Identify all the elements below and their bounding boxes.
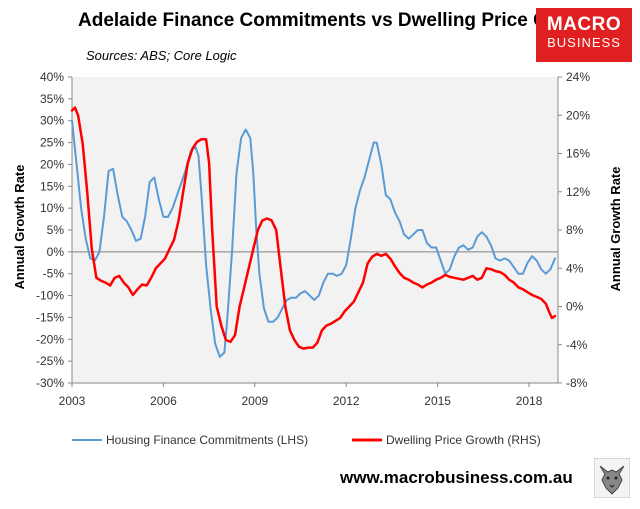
y-right-tick-label: 0% (566, 300, 584, 314)
wolf-icon (594, 458, 630, 498)
y-left-tick-label: -10% (36, 289, 64, 303)
y-left-tick-label: 15% (40, 179, 64, 193)
y-left-tick-label: 25% (40, 136, 64, 150)
x-tick-label: 2012 (333, 394, 360, 408)
website-url: www.macrobusiness.com.au (340, 468, 573, 487)
y-right-tick-label: 4% (566, 261, 584, 275)
x-tick-label: 2015 (424, 394, 451, 408)
legend-label-price: Dwelling Price Growth (RHS) (386, 433, 541, 447)
y-left-tick-label: -25% (36, 354, 64, 368)
macrobusiness-logo: MACRO BUSINESS (536, 8, 632, 62)
y-left-tick-label: 20% (40, 157, 64, 171)
y-right-tick-label: -4% (566, 338, 588, 352)
y-left-tick-label: -5% (43, 267, 65, 281)
y-axis-left-ticks: -30% -25% -20% -15% -10% -5% 0% 5% 10% 15% 20% 25% 3… (36, 70, 72, 390)
y-right-tick-label: 12% (566, 185, 590, 199)
series-finance-line (71, 119, 556, 358)
x-tick-label: 2003 (59, 394, 86, 408)
logo-line2: BUSINESS (547, 35, 621, 50)
logo-line1: MACRO (546, 14, 622, 35)
legend-label-finance: Housing Finance Commitments (LHS) (106, 433, 308, 447)
y-left-tick-label: 30% (40, 114, 64, 128)
y-left-tick-label: 0% (47, 245, 65, 259)
y-axis-right-label: Annual Growth Rate (608, 167, 623, 292)
plot-area (72, 77, 558, 383)
y-right-tick-label: 16% (566, 147, 590, 161)
y-right-tick-label: 20% (566, 108, 590, 122)
y-left-tick-label: 40% (40, 70, 64, 84)
y-right-tick-label: -8% (566, 376, 588, 390)
y-left-tick-label: -30% (36, 376, 64, 390)
y-axis-left-label: Annual Growth Rate (12, 165, 27, 290)
x-tick-label: 2018 (516, 394, 543, 408)
y-left-tick-label: -20% (36, 332, 64, 346)
y-axis-right-ticks: -8% -4% 0% 4% 8% 12% 16% 20% 24% (558, 70, 590, 390)
y-left-tick-label: 5% (47, 223, 65, 237)
x-axis-ticks: 2003 2006 2009 2012 2015 2018 (59, 383, 543, 408)
y-right-tick-label: 24% (566, 70, 590, 84)
y-right-tick-label: 8% (566, 223, 584, 237)
x-tick-label: 2006 (150, 394, 177, 408)
x-tick-label: 2009 (241, 394, 268, 408)
series-layer (70, 106, 557, 358)
y-left-tick-label: 10% (40, 201, 64, 215)
y-left-tick-label: 35% (40, 92, 64, 106)
legend: Housing Finance Commitments (LHS) Dwelli… (72, 433, 541, 447)
chart-title: Adelaide Finance Commitments vs Dwelling… (78, 10, 600, 31)
chart-sources: Sources: ABS; Core Logic (86, 48, 237, 63)
y-left-tick-label: -15% (36, 310, 64, 324)
series-price-line (70, 106, 557, 350)
